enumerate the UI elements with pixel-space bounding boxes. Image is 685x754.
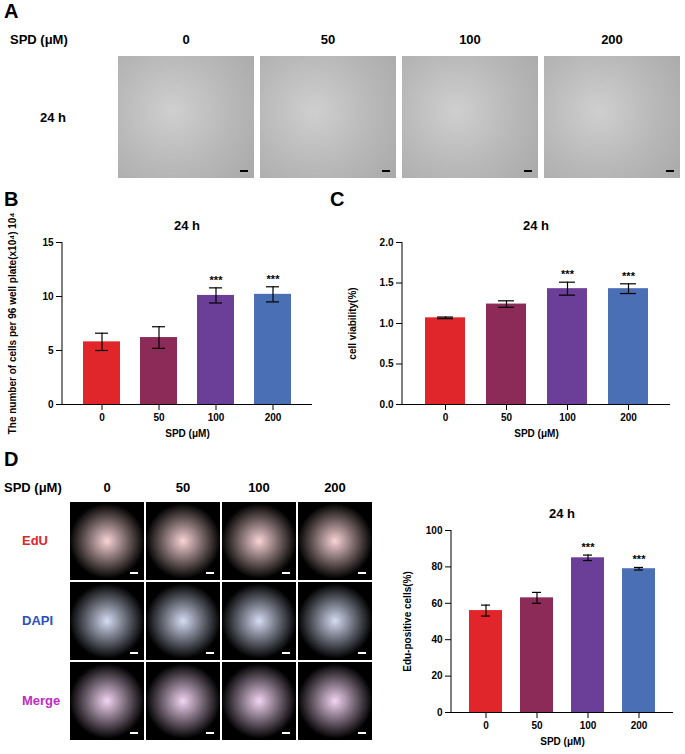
html-text:24 h: 24 h (523, 218, 549, 233)
svg-text:0: 0 (483, 720, 489, 731)
svg-text:0.5: 0.5 (380, 358, 394, 369)
svg-text:20: 20 (431, 670, 443, 681)
html-text:Merge: Merge (22, 693, 61, 708)
svg-text:100: 100 (426, 525, 443, 536)
svg-text:cell viability(%): cell viability(%) (347, 287, 358, 359)
svg-text:***: *** (582, 541, 596, 553)
svg-text:0: 0 (437, 707, 443, 718)
svg-text:60: 60 (431, 598, 443, 609)
html-text:100: 100 (248, 480, 270, 495)
svg-text:80: 80 (431, 561, 443, 572)
html-text:C: C (330, 188, 345, 210)
svg-text:0: 0 (99, 412, 105, 423)
html-text:24 h: 24 h (549, 506, 575, 521)
html-text:EdU: EdU (22, 533, 48, 548)
html-text:50: 50 (320, 32, 336, 47)
svg-text:200: 200 (620, 412, 637, 423)
svg-text:0.0: 0.0 (380, 399, 394, 410)
svg-text:SPD (μM): SPD (μM) (514, 428, 558, 439)
svg-text:10: 10 (42, 291, 54, 302)
svg-text:0: 0 (48, 399, 54, 410)
svg-text:***: *** (267, 273, 281, 285)
svg-text:***: *** (633, 553, 647, 565)
svg-text:SPD (μM): SPD (μM) (165, 428, 209, 439)
html-text:0: 0 (103, 480, 111, 495)
svg-text:100: 100 (559, 412, 576, 423)
html-text:200: 200 (324, 480, 346, 495)
svg-text:5: 5 (48, 345, 54, 356)
html-text:0: 0 (182, 32, 190, 47)
html-text:B: B (4, 188, 19, 210)
html-text:200: 200 (601, 32, 623, 47)
svg-text:1.5: 1.5 (380, 277, 394, 288)
svg-text:***: *** (561, 268, 575, 280)
svg-text:Edu-positive cells(%): Edu-positive cells(%) (402, 571, 413, 672)
svg-text:2.0: 2.0 (380, 237, 394, 248)
svg-text:The number of cells per 96 wel: The number of cells per 96 well plate(x1… (7, 213, 18, 435)
html-text:SPD (μM): SPD (μM) (4, 480, 62, 495)
svg-text:***: *** (622, 270, 636, 282)
html-text:50: 50 (175, 480, 191, 495)
svg-text:200: 200 (631, 720, 648, 731)
svg-text:40: 40 (431, 634, 443, 645)
svg-text:50: 50 (501, 412, 513, 423)
svg-text:50: 50 (153, 412, 165, 423)
svg-text:100: 100 (208, 412, 225, 423)
html-text:24 h: 24 h (40, 110, 66, 125)
html-text:24 h: 24 h (174, 218, 200, 233)
svg-text:200: 200 (265, 412, 282, 423)
html-text:A: A (4, 0, 19, 22)
svg-text:1.0: 1.0 (380, 318, 394, 329)
svg-text:15: 15 (42, 237, 54, 248)
html-text:SPD (μM): SPD (μM) (10, 32, 68, 47)
html-text:100: 100 (459, 32, 481, 47)
html-text:DAPI: DAPI (22, 613, 54, 628)
svg-text:***: *** (210, 274, 224, 286)
svg-text:50: 50 (531, 720, 543, 731)
svg-text:0: 0 (443, 412, 449, 423)
html-text:D: D (4, 448, 19, 470)
svg-text:100: 100 (580, 720, 597, 731)
svg-text:SPD (μM): SPD (μM) (540, 736, 584, 747)
